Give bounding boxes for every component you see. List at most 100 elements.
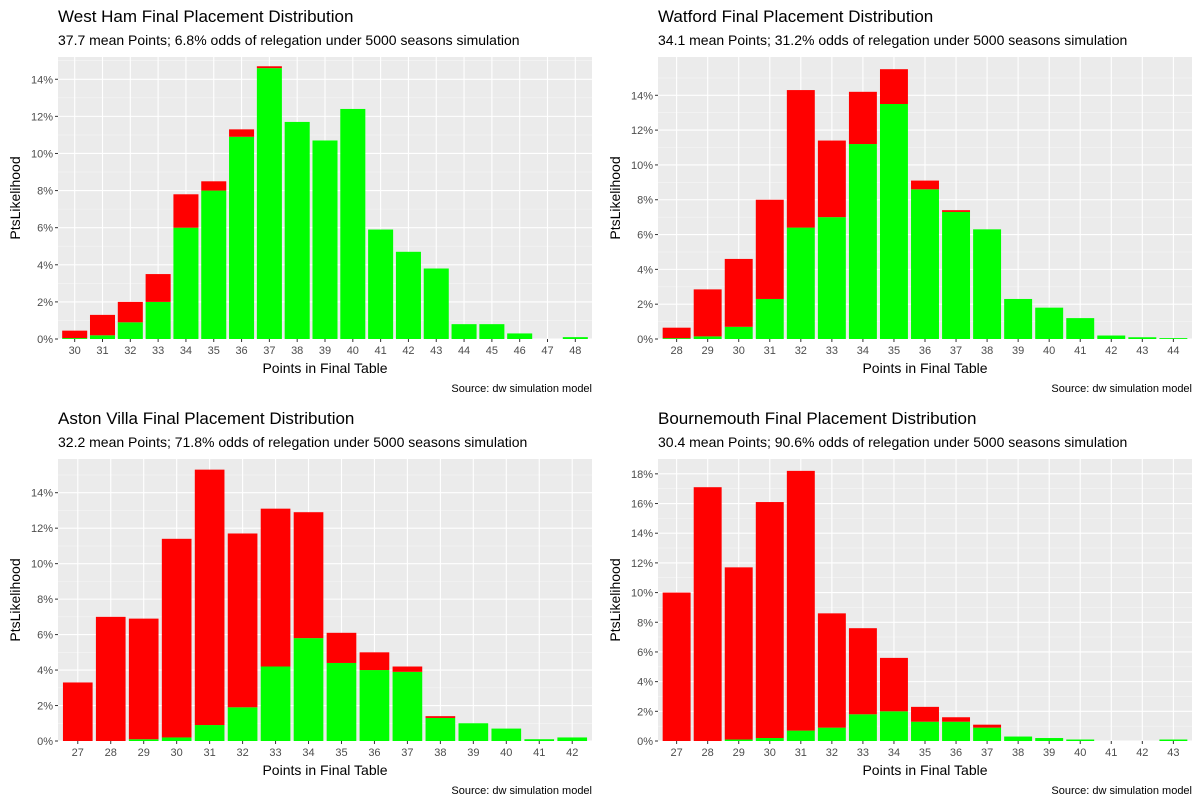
bar-segment-safe xyxy=(911,189,939,339)
chart-subtitle: 30.4 mean Points; 90.6% odds of relegati… xyxy=(658,434,1127,450)
y-axis-label: PtsLikelihood xyxy=(7,558,23,641)
x-tick-label: 29 xyxy=(733,747,745,759)
x-tick-label: 37 xyxy=(981,747,993,759)
x-tick-label: 36 xyxy=(235,345,247,357)
y-tick-label: 12% xyxy=(31,523,53,535)
bar-segment-safe xyxy=(89,335,116,339)
x-tick-label: 35 xyxy=(335,747,347,759)
bar-segment-safe xyxy=(911,721,939,741)
source-caption: Source: dw simulation model xyxy=(451,383,592,395)
chart-subtitle: 37.7 mean Points; 6.8% odds of relegatio… xyxy=(58,32,520,48)
x-tick-label: 46 xyxy=(514,345,526,357)
chart-panel-1: West Ham Final Placement Distribution 37.… xyxy=(0,0,600,402)
bar-segment-relegated xyxy=(194,469,225,726)
y-tick-label: 14% xyxy=(31,74,53,86)
bar-segment-relegated xyxy=(359,652,390,671)
x-tick-label: 32 xyxy=(124,345,136,357)
bar-segment-relegated xyxy=(973,724,1002,728)
x-tick-label: 38 xyxy=(291,345,303,357)
x-tick-label: 36 xyxy=(950,747,962,759)
bar-segment-safe xyxy=(227,707,258,741)
bar-segment-relegated xyxy=(89,314,116,336)
bar-segment-relegated xyxy=(326,632,357,663)
x-tick-label: 39 xyxy=(467,747,479,759)
bar-segment-safe xyxy=(817,217,846,339)
chart-title: Bournemouth Final Placement Distribution xyxy=(658,409,976,428)
y-tick-label: 12% xyxy=(631,125,653,137)
y-tick-label: 2% xyxy=(37,297,53,309)
bars xyxy=(662,470,1188,741)
bar-segment-relegated xyxy=(260,508,291,667)
bar-segment-relegated xyxy=(256,66,282,69)
x-tick-label: 32 xyxy=(236,747,248,759)
bar-segment-relegated xyxy=(229,129,255,137)
y-tick-label: 12% xyxy=(31,111,53,123)
bar-segment-safe xyxy=(724,739,753,741)
x-tick-label: 42 xyxy=(566,747,578,759)
x-tick-label: 33 xyxy=(857,747,869,759)
y-axis-label: PtsLikelihood xyxy=(607,156,623,239)
bar-segment-safe xyxy=(1159,739,1188,741)
x-tick-label: 35 xyxy=(888,345,900,357)
bar-segment-relegated xyxy=(173,194,199,228)
bar-segment-relegated xyxy=(786,470,815,731)
bar-segment-safe xyxy=(340,108,366,340)
x-tick-label: 42 xyxy=(1136,747,1148,759)
x-tick-label: 41 xyxy=(375,345,387,357)
y-tick-label: 6% xyxy=(37,223,53,235)
y-tick-label: 14% xyxy=(631,90,653,102)
x-tick-label: 28 xyxy=(105,747,117,759)
bar-segment-safe xyxy=(524,739,555,741)
x-tick-label: 43 xyxy=(430,345,442,357)
x-tick-label: 34 xyxy=(180,345,192,357)
bar-segment-safe xyxy=(491,728,522,741)
bar-segment-relegated xyxy=(693,289,722,337)
bar-segment-relegated xyxy=(227,533,258,708)
x-tick-label: 30 xyxy=(69,345,81,357)
bar-segment-safe xyxy=(879,104,908,339)
y-tick-label: 2% xyxy=(37,701,53,713)
x-tick-label: 38 xyxy=(1012,747,1024,759)
y-tick-label: 14% xyxy=(31,488,53,500)
x-tick-label: 39 xyxy=(1043,747,1055,759)
y-tick-label: 8% xyxy=(37,594,53,606)
x-tick-label: 41 xyxy=(1074,345,1086,357)
chart-svg: West Ham Final Placement Distribution 37.… xyxy=(7,7,592,395)
y-tick-label: 8% xyxy=(37,186,53,198)
x-tick-label: 40 xyxy=(1043,345,1055,357)
x-tick-label: 31 xyxy=(764,345,776,357)
bars xyxy=(662,69,1188,339)
chart-svg: Aston Villa Final Placement Distribution… xyxy=(7,409,592,797)
bar-segment-relegated xyxy=(724,567,753,740)
y-tick-label: 10% xyxy=(31,559,53,571)
bars xyxy=(62,469,588,741)
x-tick-label: 43 xyxy=(1167,747,1179,759)
y-axis-label: PtsLikelihood xyxy=(607,558,623,641)
bar-segment-relegated xyxy=(425,716,456,718)
bar-segment-relegated xyxy=(145,274,171,302)
bar-segment-safe xyxy=(256,68,282,339)
x-tick-label: 36 xyxy=(368,747,380,759)
x-axis-label: Points in Final Table xyxy=(862,360,987,376)
bar-segment-safe xyxy=(755,738,784,741)
bar-segment-safe xyxy=(1159,338,1188,339)
x-tick-label: 37 xyxy=(950,345,962,357)
chart-panel-3: Aston Villa Final Placement Distribution… xyxy=(0,402,600,804)
y-tick-label: 18% xyxy=(631,469,653,481)
x-axis-label: Points in Final Table xyxy=(862,762,987,778)
bar-segment-safe xyxy=(173,227,199,339)
x-tick-label: 30 xyxy=(733,345,745,357)
bar-segment-relegated xyxy=(128,618,159,740)
bar-segment-safe xyxy=(293,638,324,741)
bar-segment-safe xyxy=(479,324,505,339)
x-tick-label: 30 xyxy=(764,747,776,759)
bar-segment-safe xyxy=(229,136,255,339)
bar-segment-safe xyxy=(562,337,588,339)
bar-segment-relegated xyxy=(662,592,691,741)
x-tick-label: 30 xyxy=(171,747,183,759)
bar-segment-safe xyxy=(62,338,88,339)
bar-segment-safe xyxy=(693,336,722,339)
y-tick-label: 16% xyxy=(631,499,653,511)
y-tick-label: 2% xyxy=(637,299,653,311)
bar-segment-safe xyxy=(326,662,357,741)
